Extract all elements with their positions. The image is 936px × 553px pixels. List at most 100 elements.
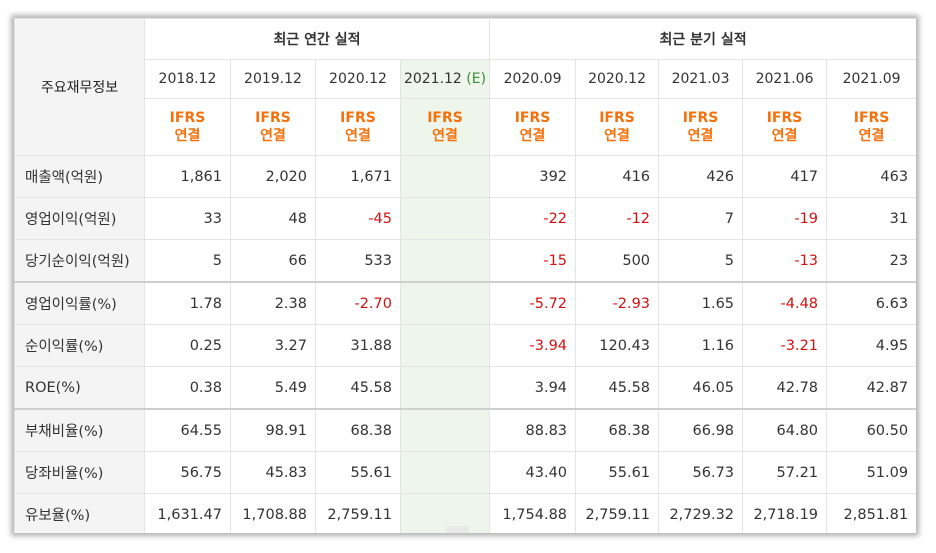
value-cell: -3.94 [489,324,577,367]
value-cell: 31.88 [315,324,401,367]
financial-table: 주요재무정보 최근 연간 실적 최근 분기 실적 2018.12 2019.12 2… [14,18,916,533]
value-cell: -2.70 [315,281,401,325]
value-cell: 68.38 [315,408,401,452]
period-label: 2018.12 [158,71,217,87]
value-cell: -12 [575,197,660,240]
value-cell: 1,671 [315,155,401,198]
consolidated-label: 연결 [260,128,286,144]
consolidated-label: 연결 [604,128,630,144]
quarter-group-header: 최근 분기 실적 [489,18,916,60]
period-label: 2021.03 [671,71,730,87]
value-cell: 2,759.11 [315,493,401,533]
value-cell: 68.38 [575,408,660,452]
row-label: 영업이익(억원) [14,197,145,240]
table-row: 영업이익률(%) 1.78 2.38 -2.70 -5.72 -2.93 1.65 -4.48… [14,281,916,325]
value-cell: 45.58 [575,366,660,410]
value-cell: 463 [826,155,916,198]
value-cell [399,366,491,410]
value-cell: -15 [489,239,577,283]
value-cell: 3.94 [489,366,577,410]
period-header: 2021.12 (E) [399,59,491,99]
value-cell: 42.87 [826,366,916,410]
consolidated-label: 연결 [432,128,458,144]
ifrs-basis-cell: IFRS 연결 [144,98,231,156]
value-cell: 66 [230,239,316,283]
value-cell [399,155,491,198]
period-header: 2018.12 [144,59,231,99]
value-cell: 5 [144,239,231,283]
value-cell: 66.98 [658,408,744,452]
value-cell: 500 [575,239,660,283]
value-cell: 51.09 [826,451,916,494]
row-label: 유보율(%) [14,493,145,533]
consolidated-label: 연결 [771,128,798,144]
value-cell: 7 [658,197,744,240]
consolidated-label: 연결 [687,128,714,144]
value-cell: 1,631.47 [144,493,231,533]
value-cell: 3.27 [230,324,316,367]
ifrs-label: IFRS [340,110,376,126]
value-cell: 98.91 [230,408,316,452]
row-label: 매출액(억원) [14,155,145,198]
table-row: 매출액(억원) 1,861 2,020 1,671 392 416 426 417 463 [14,155,916,198]
value-cell: 45.83 [230,451,316,494]
value-cell [399,451,491,494]
value-cell: 88.83 [489,408,577,452]
ifrs-label: IFRS [255,110,291,126]
period-header: 2021.09 [826,59,916,99]
table-row: ROE(%) 0.38 5.49 45.58 3.94 45.58 46.05 42.78 42… [14,366,916,410]
value-cell: 23 [826,239,916,283]
watermark [446,526,470,533]
value-cell: -22 [489,197,577,240]
value-cell: 45.58 [315,366,401,410]
value-cell: -3.21 [742,324,828,367]
period-label: 2021.06 [755,71,814,87]
value-cell: 55.61 [315,451,401,494]
value-cell: 417 [742,155,828,198]
period-label: 2020.12 [588,71,646,87]
value-cell [399,493,491,533]
consolidated-label: 연결 [858,128,885,144]
ifrs-label: IFRS [514,110,551,126]
row-label: ROE(%) [14,366,145,410]
ifrs-label: IFRS [766,110,803,126]
value-cell: 60.50 [826,408,916,452]
value-cell: 31 [826,197,916,240]
value-cell: 1.78 [144,281,231,325]
value-cell: 120.43 [575,324,660,367]
ifrs-label: IFRS [853,110,890,126]
value-cell: 6.63 [826,281,916,325]
period-header: 2020.12 [575,59,660,99]
ifrs-basis-cell: IFRS 연결 [399,98,491,156]
value-cell: 48 [230,197,316,240]
value-cell: 5.49 [230,366,316,410]
value-cell: 2.38 [230,281,316,325]
row-label: 당기순이익(억원) [14,239,145,283]
period-label: 2020.12 [329,71,387,87]
value-cell: 2,851.81 [826,493,916,533]
financial-summary-panel: 주요재무정보 최근 연간 실적 최근 분기 실적 2018.12 2019.12 2… [14,18,916,533]
value-cell [399,324,491,367]
value-cell: 426 [658,155,744,198]
row-label: 당좌비율(%) [14,451,145,494]
ifrs-basis-cell: IFRS 연결 [826,98,916,156]
value-cell: 2,718.19 [742,493,828,533]
annual-group-header: 최근 연간 실적 [143,18,491,60]
ifrs-label: IFRS [427,110,463,126]
value-cell: 4.95 [826,324,916,367]
ifrs-basis-cell: IFRS 연결 [575,98,660,156]
value-cell: 1.16 [658,324,744,367]
ifrs-basis-cell: IFRS 연결 [230,98,316,156]
value-cell: -2.93 [575,281,660,325]
period-label: 2020.09 [503,71,562,87]
ifrs-basis-cell: IFRS 연결 [658,98,744,156]
table-row: 순이익률(%) 0.25 3.27 31.88 -3.94 120.43 1.16 -3.21… [14,324,916,367]
value-cell: -45 [315,197,401,240]
value-cell: 56.75 [144,451,231,494]
table-row: 당기순이익(억원) 5 66 533 -15 500 5 -13 23 [14,239,916,283]
value-cell: 0.25 [144,324,231,367]
value-cell: -13 [742,239,828,283]
value-cell: 46.05 [658,366,744,410]
ifrs-basis-cell: IFRS 연결 [489,98,577,156]
value-cell: 2,759.11 [575,493,660,533]
